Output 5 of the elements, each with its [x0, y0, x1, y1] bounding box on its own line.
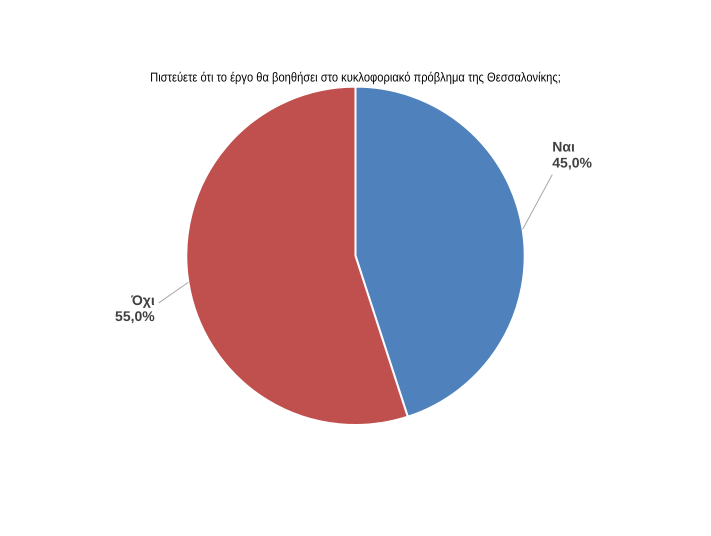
slice-label: Ναι [552, 138, 575, 154]
data-label: 55,0% [115, 308, 156, 324]
data-label: 45,0% [552, 154, 592, 170]
slice-label: Όχι [130, 292, 155, 308]
chart-title: Πιστεύετε ότι το έργο θα βοηθήσει στο κυκλοφοριακό πρόβλημα της Θεσσαλονίκης; [150, 70, 561, 85]
